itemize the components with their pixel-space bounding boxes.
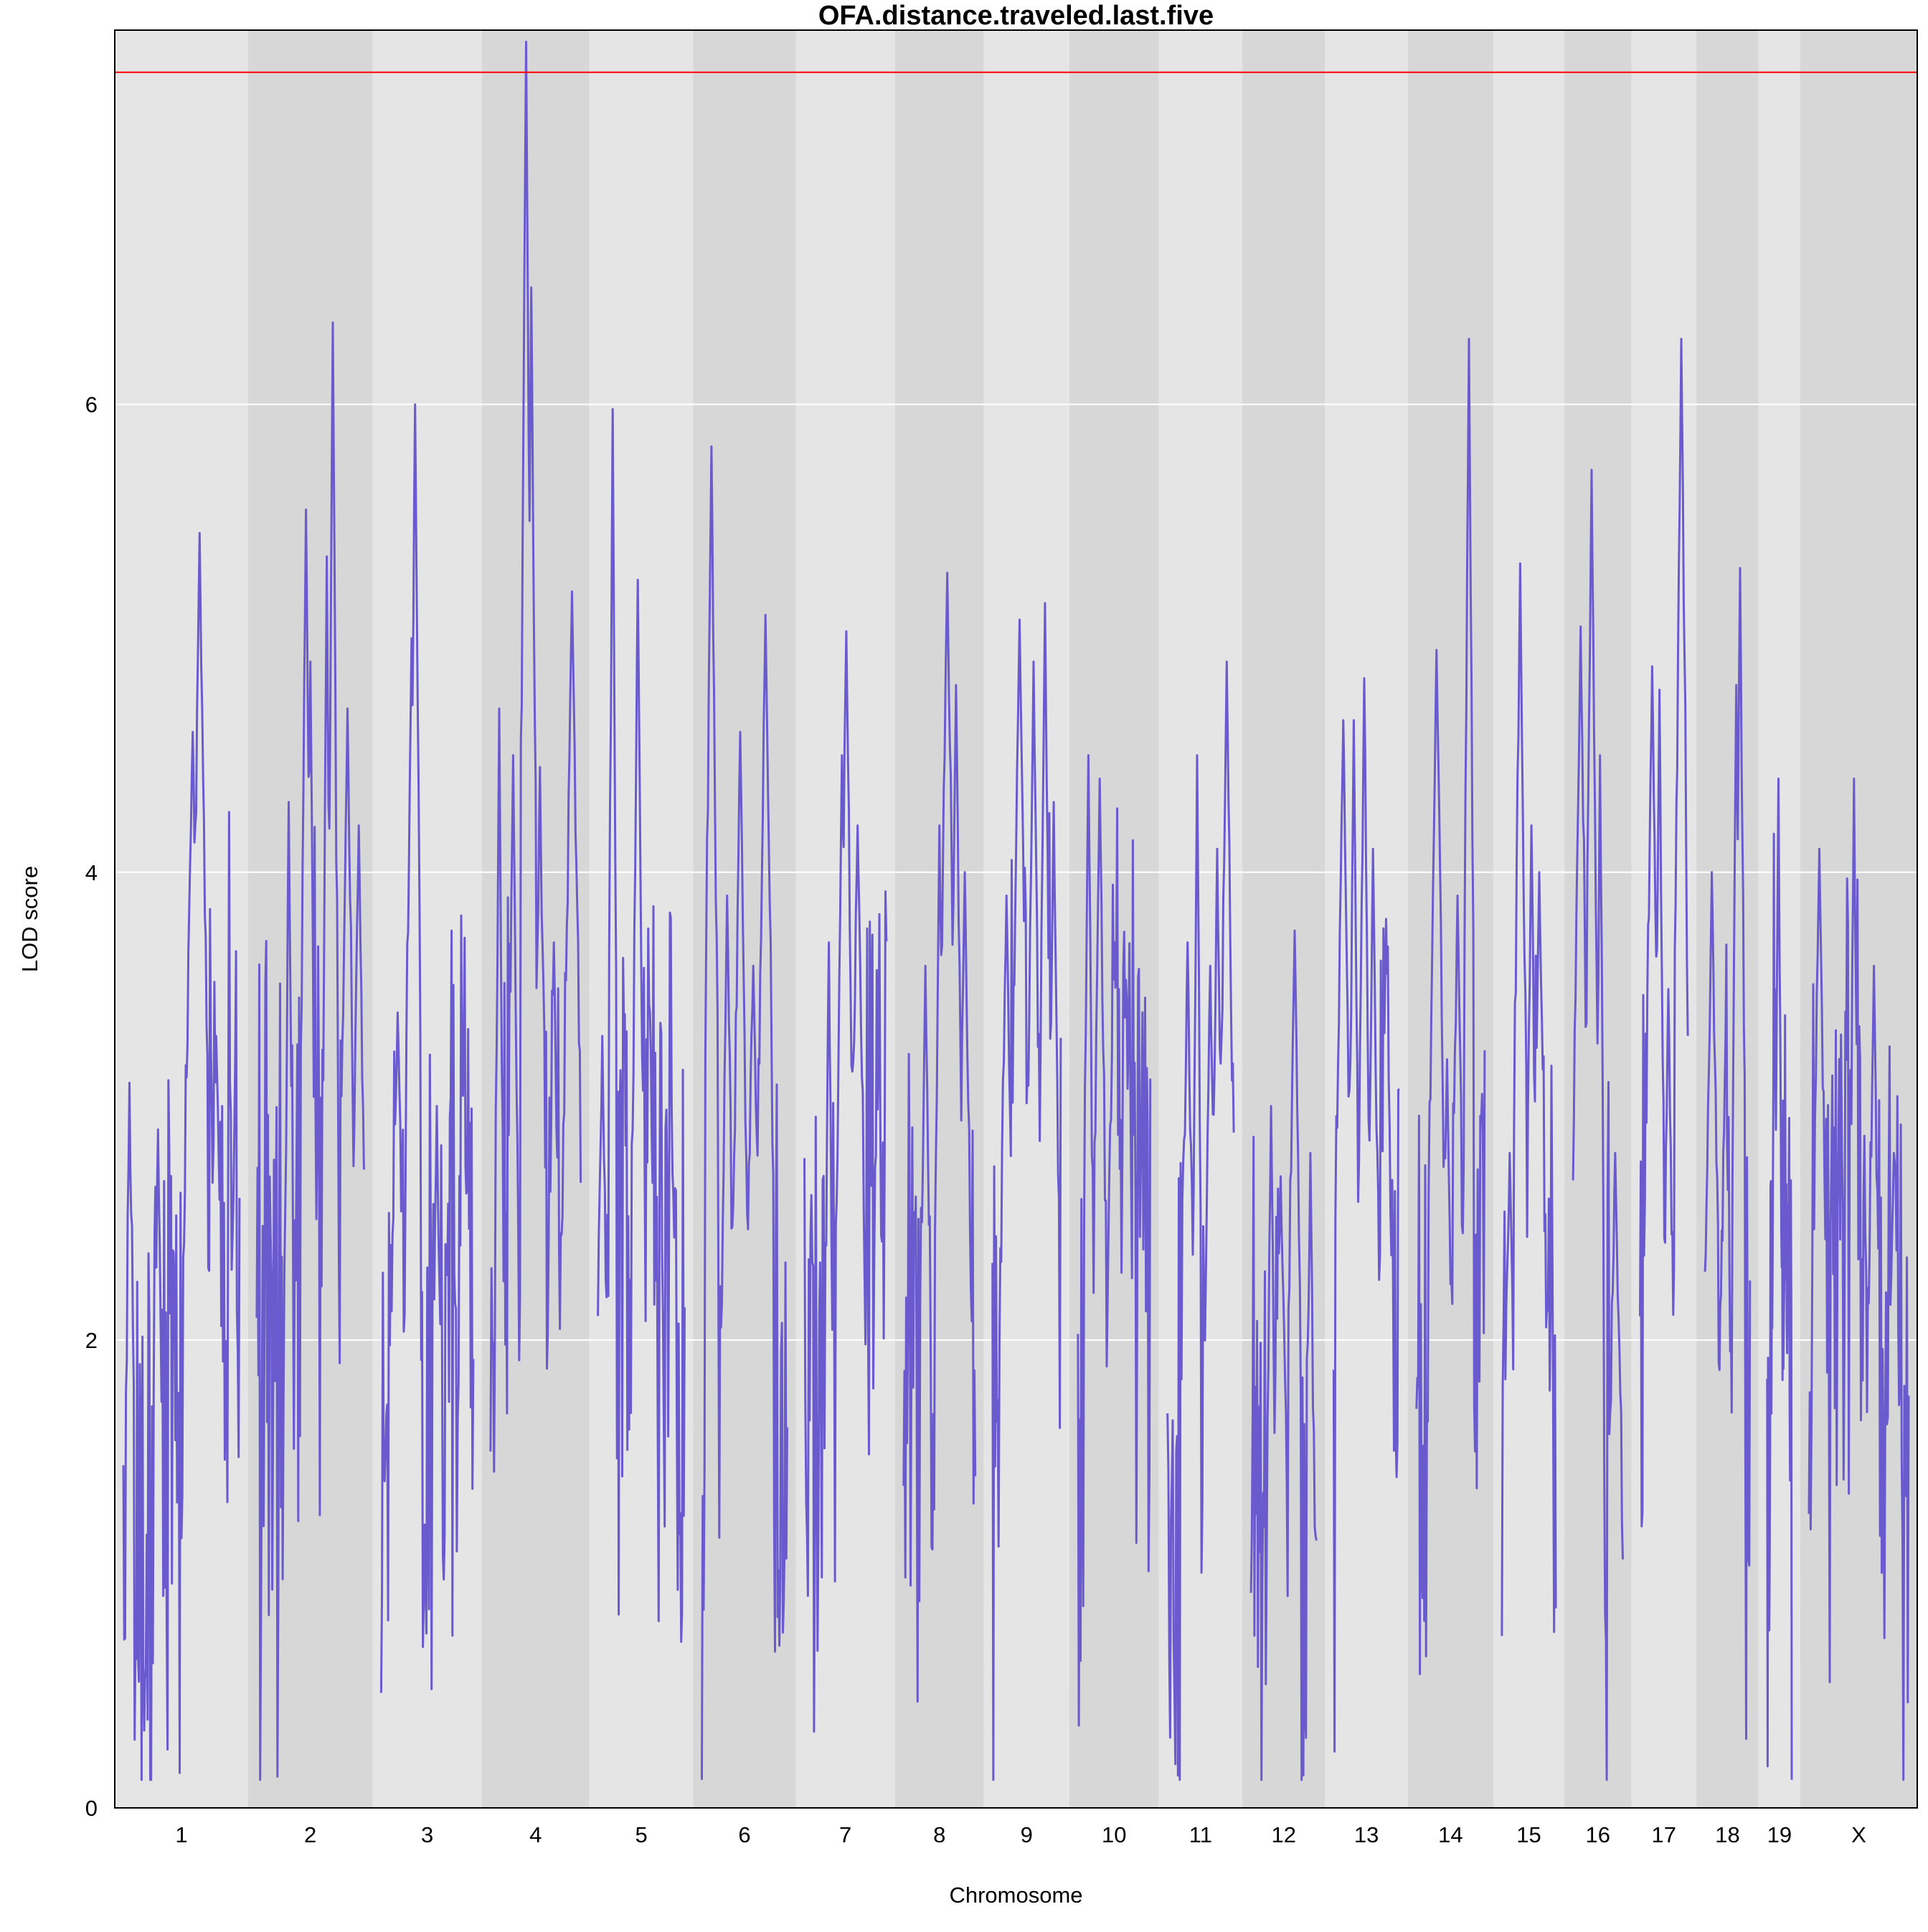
plot-frame (114, 29, 1918, 1809)
chart-title: OFA.distance.traveled.last.five (818, 1, 1214, 31)
lod-line-chr-10 (1077, 754, 1152, 1727)
x-tick-label: 4 (529, 1822, 542, 1847)
x-axis: 1 2 3 4 5 6 7 8 9 10 11 12 13 14 15 16 17 18 19 X (175, 1822, 1866, 1847)
lod-line-chr-15 (1501, 562, 1557, 1636)
x-tick-label: 19 (1767, 1822, 1792, 1847)
y-tick-label: 6 (85, 392, 98, 418)
chromosome-band-2 (247, 30, 373, 1808)
x-tick-label: 7 (839, 1822, 851, 1847)
lod-line-chr-4 (489, 40, 582, 1473)
lod-series (122, 40, 1910, 1781)
x-tick-label: 16 (1586, 1822, 1610, 1847)
lod-line-chr-X (1808, 777, 1910, 1781)
x-tick-label: 6 (738, 1822, 750, 1847)
chromosome-band-6 (693, 30, 796, 1808)
x-tick-label: 5 (635, 1822, 647, 1847)
x-tick-label: 15 (1516, 1822, 1541, 1847)
lod-line-chr-11 (1166, 660, 1235, 1781)
lod-line-chr-1 (122, 532, 241, 1781)
x-tick-label: 13 (1354, 1822, 1379, 1847)
y-tick-label: 4 (85, 860, 98, 885)
lod-line-chr-5 (597, 407, 686, 1643)
lod-line-chr-3 (379, 403, 475, 1693)
x-tick-label: 1 (175, 1822, 187, 1847)
x-tick-label: 2 (304, 1822, 316, 1847)
x-tick-label: 9 (1021, 1822, 1033, 1847)
x-tick-label: 14 (1438, 1822, 1462, 1847)
lod-line-chr-14 (1415, 337, 1486, 1675)
y-tick-label: 2 (85, 1328, 98, 1353)
x-tick-label: 12 (1271, 1822, 1295, 1847)
lod-line-chr-17 (1639, 337, 1689, 1527)
x-tick-label: 8 (933, 1822, 945, 1847)
lod-line-chr-12 (1249, 929, 1318, 1781)
y-axis: 0 2 4 6 (85, 392, 98, 1821)
x-tick-label: X (1851, 1822, 1866, 1847)
x-tick-label: 17 (1652, 1822, 1676, 1847)
lod-line-chr-18 (1703, 567, 1752, 1740)
x-tick-label: 18 (1715, 1822, 1739, 1847)
lod-line-chr-7 (803, 630, 888, 1733)
lod-line-chr-6 (701, 445, 788, 1780)
lod-line-chr-8 (902, 571, 977, 1703)
lod-line-chr-19 (1766, 777, 1793, 1780)
lod-line-chr-2 (255, 321, 365, 1781)
y-axis-label: LOD score (17, 866, 42, 972)
lod-line-chr-13 (1332, 677, 1400, 1753)
y-tick-label: 0 (85, 1796, 98, 1821)
x-tick-label: 10 (1102, 1822, 1126, 1847)
lod-line-chr-9 (991, 602, 1062, 1781)
x-axis-label: Chromosome (949, 1882, 1082, 1908)
x-tick-label: 3 (421, 1822, 433, 1847)
x-tick-label: 11 (1189, 1822, 1212, 1847)
lod-line-chr-16 (1572, 468, 1624, 1781)
